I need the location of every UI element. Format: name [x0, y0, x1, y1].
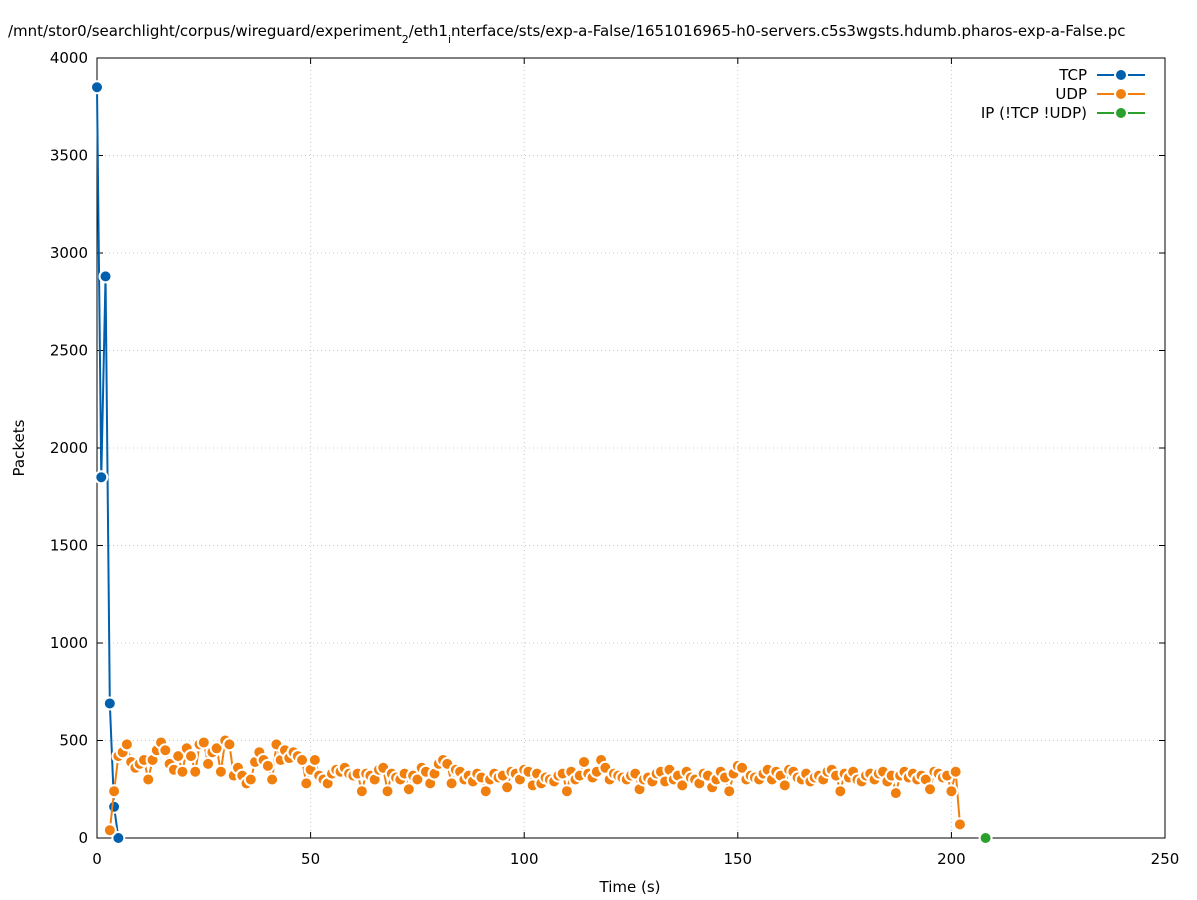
data-point [188, 764, 203, 779]
data-point [444, 776, 459, 791]
data-point [260, 758, 275, 773]
data-point [923, 782, 938, 797]
legend-marker [1114, 106, 1128, 120]
data-point [675, 778, 690, 793]
x-tick-label: 250 [1151, 850, 1180, 868]
y-tick-label: 3500 [50, 147, 88, 165]
data-point [722, 784, 737, 799]
data-point [94, 470, 109, 485]
y-tick-label: 4000 [50, 49, 88, 67]
data-point [354, 784, 369, 799]
data-point [222, 737, 237, 752]
legend-label: TCP [1058, 66, 1087, 84]
data-point [107, 784, 122, 799]
legend-marker [1114, 68, 1128, 82]
data-point [948, 764, 963, 779]
data-point [500, 780, 515, 795]
data-point [735, 760, 750, 775]
data-point [307, 753, 322, 767]
data-point [90, 80, 104, 95]
legend-marker [1114, 87, 1128, 101]
data-point [111, 831, 126, 845]
y-tick-label: 2500 [50, 342, 88, 360]
chart-title: /mnt/stor0/searchlight/corpus/wireguard/… [8, 22, 1126, 46]
data-point [299, 776, 314, 791]
data-point [944, 784, 959, 799]
data-point [209, 741, 224, 756]
legend-label: UDP [1055, 85, 1087, 103]
y-axis-label: Packets [10, 419, 28, 476]
data-point [833, 784, 848, 799]
data-point [777, 778, 792, 793]
x-tick-label: 0 [92, 850, 102, 868]
data-point [478, 784, 493, 799]
title-segment: i [448, 33, 451, 46]
x-tick-label: 100 [510, 850, 539, 868]
data-point [175, 764, 190, 779]
data-point [201, 756, 216, 771]
y-tick-label: 1000 [50, 634, 88, 652]
data-point [213, 764, 228, 779]
data-point [107, 799, 122, 814]
title-segment: /mnt/stor0/searchlight/corpus/wireguard/… [8, 22, 402, 40]
data-point [295, 753, 310, 767]
data-point [410, 772, 425, 787]
y-tick-label: 3000 [50, 244, 88, 262]
series-line [96, 87, 120, 839]
data-point [102, 696, 117, 711]
legend-label: IP (!TCP !UDP) [981, 104, 1087, 122]
data-point [888, 786, 903, 801]
data-point [158, 743, 173, 758]
data-point [978, 831, 993, 845]
data-point [102, 823, 117, 838]
x-tick-label: 200 [937, 850, 966, 868]
y-tick-label: 0 [78, 829, 88, 847]
data-point [243, 772, 258, 787]
data-point [141, 772, 156, 787]
data-point [952, 817, 967, 832]
data-point [196, 735, 211, 750]
x-tick-label: 150 [723, 850, 752, 868]
y-tick-label: 1500 [50, 537, 88, 555]
data-point [98, 269, 113, 284]
title-segment: /eth1 [409, 22, 448, 40]
plot-border [96, 57, 1166, 839]
x-tick-label: 50 [301, 850, 320, 868]
data-point [577, 754, 592, 769]
data-point [265, 772, 280, 787]
title-segment: 2 [402, 33, 409, 46]
y-tick-label: 500 [59, 732, 88, 750]
y-tick-label: 2000 [50, 439, 88, 457]
data-point [380, 784, 395, 799]
data-point [401, 782, 416, 797]
x-axis-label: Time (s) [599, 878, 661, 896]
title-segment: nterface/sts/exp-a-False/1651016965-h0-s… [451, 22, 1126, 40]
data-point [559, 784, 574, 799]
data-point [183, 749, 198, 764]
data-point [119, 737, 134, 752]
